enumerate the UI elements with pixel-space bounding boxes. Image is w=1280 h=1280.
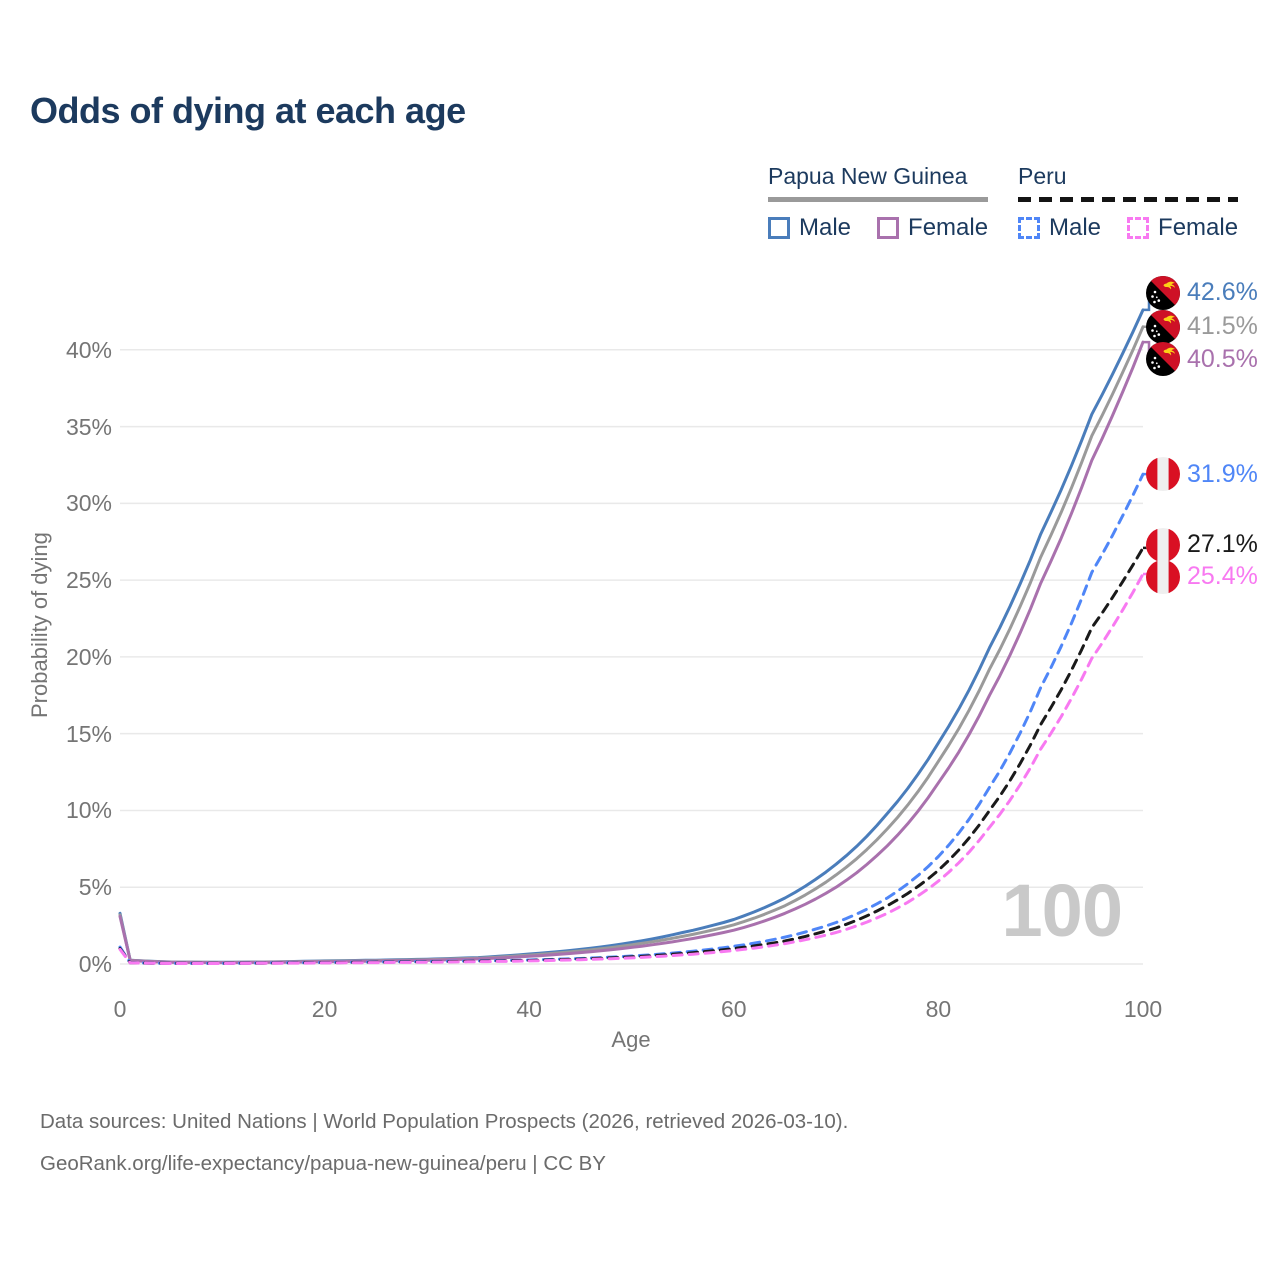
x-tick-label: 80: [925, 996, 952, 1022]
end-label-value: 31.9%: [1187, 459, 1258, 488]
x-tick-label: 60: [721, 996, 747, 1022]
y-tick-label: 40%: [65, 336, 112, 363]
peru-flag-icon: [1146, 527, 1180, 562]
legend-group-papua-new-guinea: Papua New Guinea Male Female: [768, 163, 989, 242]
y-tick-label: 35%: [65, 413, 112, 440]
papua-new-guinea-flag-icon: [1146, 309, 1180, 344]
series-line-peru-male: [118, 472, 1145, 965]
legend-underline-dashed: [1018, 197, 1239, 202]
gridlines: [120, 349, 1143, 965]
end-label-value: 41.5%: [1187, 312, 1258, 341]
end-label-value: 40.5%: [1187, 344, 1258, 373]
y-tick-label: 10%: [65, 797, 112, 824]
end-label-papua-new-guinea-female: 40.5%: [1146, 342, 1258, 377]
end-label-value: 25.4%: [1187, 562, 1258, 591]
end-label-peru-female: 25.4%: [1146, 559, 1258, 594]
end-label-papua-new-guinea-both-sexes: 41.5%: [1146, 309, 1258, 344]
legend-header-papua-new-guinea: Papua New Guinea: [768, 163, 968, 189]
end-label-papua-new-guinea-male: 42.6%: [1146, 275, 1258, 310]
png-female-swatch-icon: [877, 217, 900, 239]
hover-age-watermark: 100: [1001, 869, 1123, 952]
x-tick-label: 100: [1123, 996, 1163, 1022]
series-line-peru-both-sexes: [118, 546, 1145, 965]
x-tick-label: 0: [113, 996, 127, 1022]
legend-underline-solid: [768, 197, 989, 202]
y-tick-label: 20%: [65, 643, 112, 670]
legend-label: Male: [1049, 214, 1102, 241]
legend-label: Male: [799, 214, 852, 241]
peru-female-swatch-icon: [1127, 217, 1150, 239]
legend-label: Female: [1158, 214, 1239, 241]
legend-label: Female: [908, 214, 989, 241]
y-axis-title: Probability of dying: [27, 532, 52, 718]
legend-item-png-male[interactable]: Male: [768, 214, 851, 242]
legend-item-png-female[interactable]: Female: [877, 214, 988, 242]
x-tick-label: 20: [311, 996, 338, 1022]
end-label-peru-male: 31.9%: [1146, 457, 1258, 492]
x-tick-label: 40: [516, 996, 542, 1022]
legend-item-peru-female[interactable]: Female: [1127, 214, 1238, 242]
end-label-value: 42.6%: [1187, 278, 1258, 307]
peru-flag-icon: [1146, 559, 1180, 594]
y-tick-label: 25%: [65, 567, 112, 594]
papua-new-guinea-flag-icon: [1146, 275, 1180, 310]
papua-new-guinea-flag-icon: [1146, 342, 1180, 377]
footer-data-sources: Data sources: United Nations | World Pop…: [40, 1110, 849, 1133]
x-axis-title: Age: [611, 1027, 651, 1052]
series-line-papua-new-guinea-female: [118, 340, 1145, 965]
end-label-value: 27.1%: [1187, 530, 1258, 559]
png-male-swatch-icon: [768, 217, 790, 239]
end-label-peru-both-sexes: 27.1%: [1146, 527, 1258, 562]
series-line-peru-female: [118, 572, 1145, 965]
y-tick-label: 30%: [65, 490, 112, 517]
page-title: Odds of dying at each age: [30, 90, 466, 131]
peru-male-swatch-icon: [1018, 217, 1040, 239]
legend-group-peru: Peru Male Female: [1018, 163, 1239, 242]
y-tick-label: 0%: [78, 951, 112, 977]
series-lines: [118, 308, 1145, 965]
footer-attribution-link: GeoRank.org/life-expectancy/papua-new-gu…: [40, 1152, 606, 1175]
y-tick-label: 5%: [78, 874, 112, 901]
y-tick-label: 15%: [65, 720, 112, 747]
peru-flag-icon: [1146, 457, 1180, 492]
legend-item-peru-male[interactable]: Male: [1018, 214, 1101, 242]
legend-header-peru: Peru: [1018, 163, 1067, 189]
series-line-papua-new-guinea-male: [118, 308, 1145, 964]
